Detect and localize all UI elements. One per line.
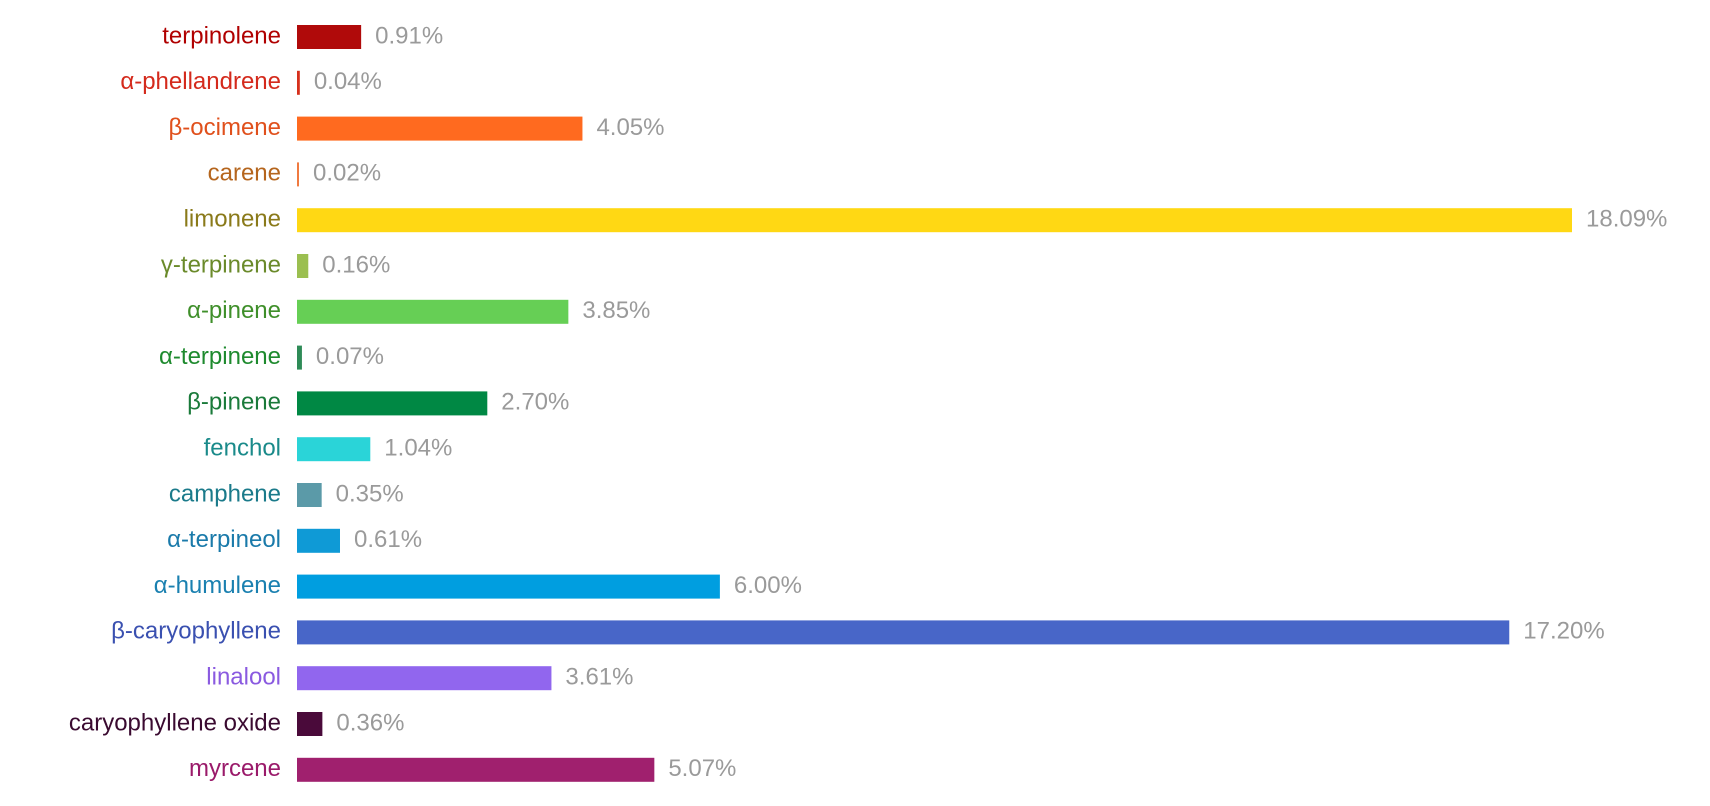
value-label: 0.02% — [313, 160, 381, 187]
value-label: 2.70% — [501, 389, 569, 416]
category-label: fenchol — [204, 435, 281, 462]
bar — [297, 666, 552, 691]
value-label: 5.07% — [668, 755, 736, 782]
bar — [297, 70, 300, 95]
category-label: α-pinene — [187, 297, 281, 324]
category-label: limonene — [184, 206, 281, 233]
value-label: 6.00% — [734, 572, 802, 599]
value-label: 0.36% — [336, 709, 404, 736]
bar — [297, 574, 720, 599]
value-label: 0.61% — [354, 526, 422, 553]
category-label: α-terpinene — [159, 343, 281, 370]
category-label: α-terpineol — [167, 526, 281, 553]
category-label: γ-terpinene — [161, 251, 281, 278]
category-label: caryophyllene oxide — [69, 709, 281, 736]
category-label: β-pinene — [187, 389, 281, 416]
category-label: α-humulene — [154, 572, 281, 599]
category-label: camphene — [169, 480, 281, 507]
category-label: α-phellandrene — [120, 68, 281, 95]
bar — [297, 116, 583, 141]
category-label: linalool — [206, 664, 281, 691]
category-label: myrcene — [189, 755, 281, 782]
value-label: 0.04% — [314, 68, 382, 95]
bar — [297, 254, 309, 278]
bar — [297, 437, 371, 462]
category-label: carene — [208, 160, 281, 187]
bar — [297, 208, 1572, 233]
bar — [297, 299, 569, 324]
value-label: 0.07% — [316, 343, 384, 370]
value-label: 3.61% — [565, 664, 633, 691]
value-label: 18.09% — [1586, 206, 1667, 233]
bar — [297, 757, 655, 782]
value-label: 1.04% — [384, 435, 452, 462]
bar — [297, 345, 302, 370]
bar — [297, 620, 1510, 645]
bar — [297, 528, 340, 553]
value-label: 17.20% — [1523, 618, 1604, 645]
bar — [297, 162, 299, 187]
category-label: β-ocimene — [168, 114, 281, 141]
category-label: terpinolene — [162, 22, 281, 49]
category-label: β-caryophyllene — [111, 618, 281, 645]
value-label: 4.05% — [596, 114, 664, 141]
value-label: 0.91% — [375, 22, 443, 49]
bar — [297, 391, 488, 416]
bar — [297, 712, 323, 736]
bar — [297, 25, 362, 49]
value-label: 3.85% — [582, 297, 650, 324]
bar — [297, 483, 322, 507]
value-label: 0.16% — [322, 251, 390, 278]
value-label: 0.35% — [336, 480, 404, 507]
